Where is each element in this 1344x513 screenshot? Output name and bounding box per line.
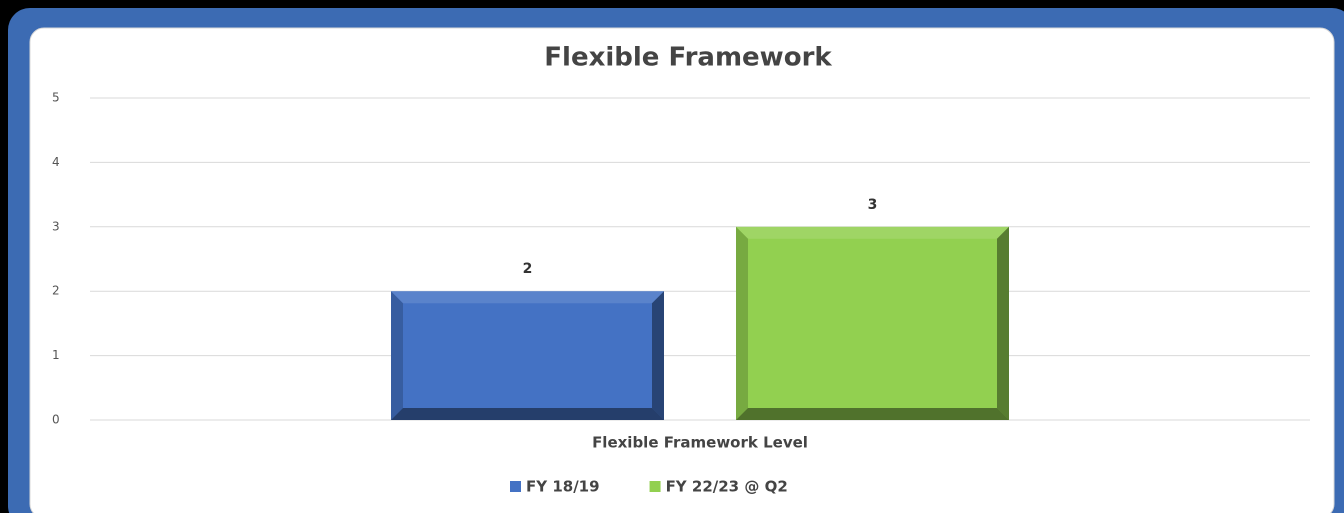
chart-title: Flexible Framework: [544, 43, 832, 73]
bar-bevel: [736, 226, 1009, 239]
legend-swatch: [510, 481, 521, 492]
bar-bevel: [391, 408, 664, 420]
y-tick-label: 5: [52, 91, 60, 105]
data-label: 3: [868, 197, 878, 213]
y-tick-label: 3: [52, 219, 60, 233]
data-label: 2: [523, 261, 533, 277]
y-tick-label: 4: [52, 155, 60, 169]
legend-label: FY 18/19: [526, 478, 600, 496]
y-tick-label: 2: [52, 284, 60, 298]
bar: [736, 226, 1009, 420]
bar-bevel: [391, 291, 664, 304]
x-tick-label: Flexible Framework Level: [592, 434, 808, 452]
legend-swatch: [649, 481, 661, 492]
bar-bevel: [736, 226, 748, 420]
bar-bevel: [391, 291, 403, 420]
y-tick-label: 1: [52, 348, 60, 362]
bar: [391, 291, 664, 420]
bar-bevel: [997, 226, 1009, 420]
y-tick-label: 0: [52, 413, 60, 427]
bar-bevel: [736, 408, 1009, 420]
bar-bevel: [652, 291, 664, 420]
legend-label: FY 22/23 @ Q2: [666, 478, 788, 496]
